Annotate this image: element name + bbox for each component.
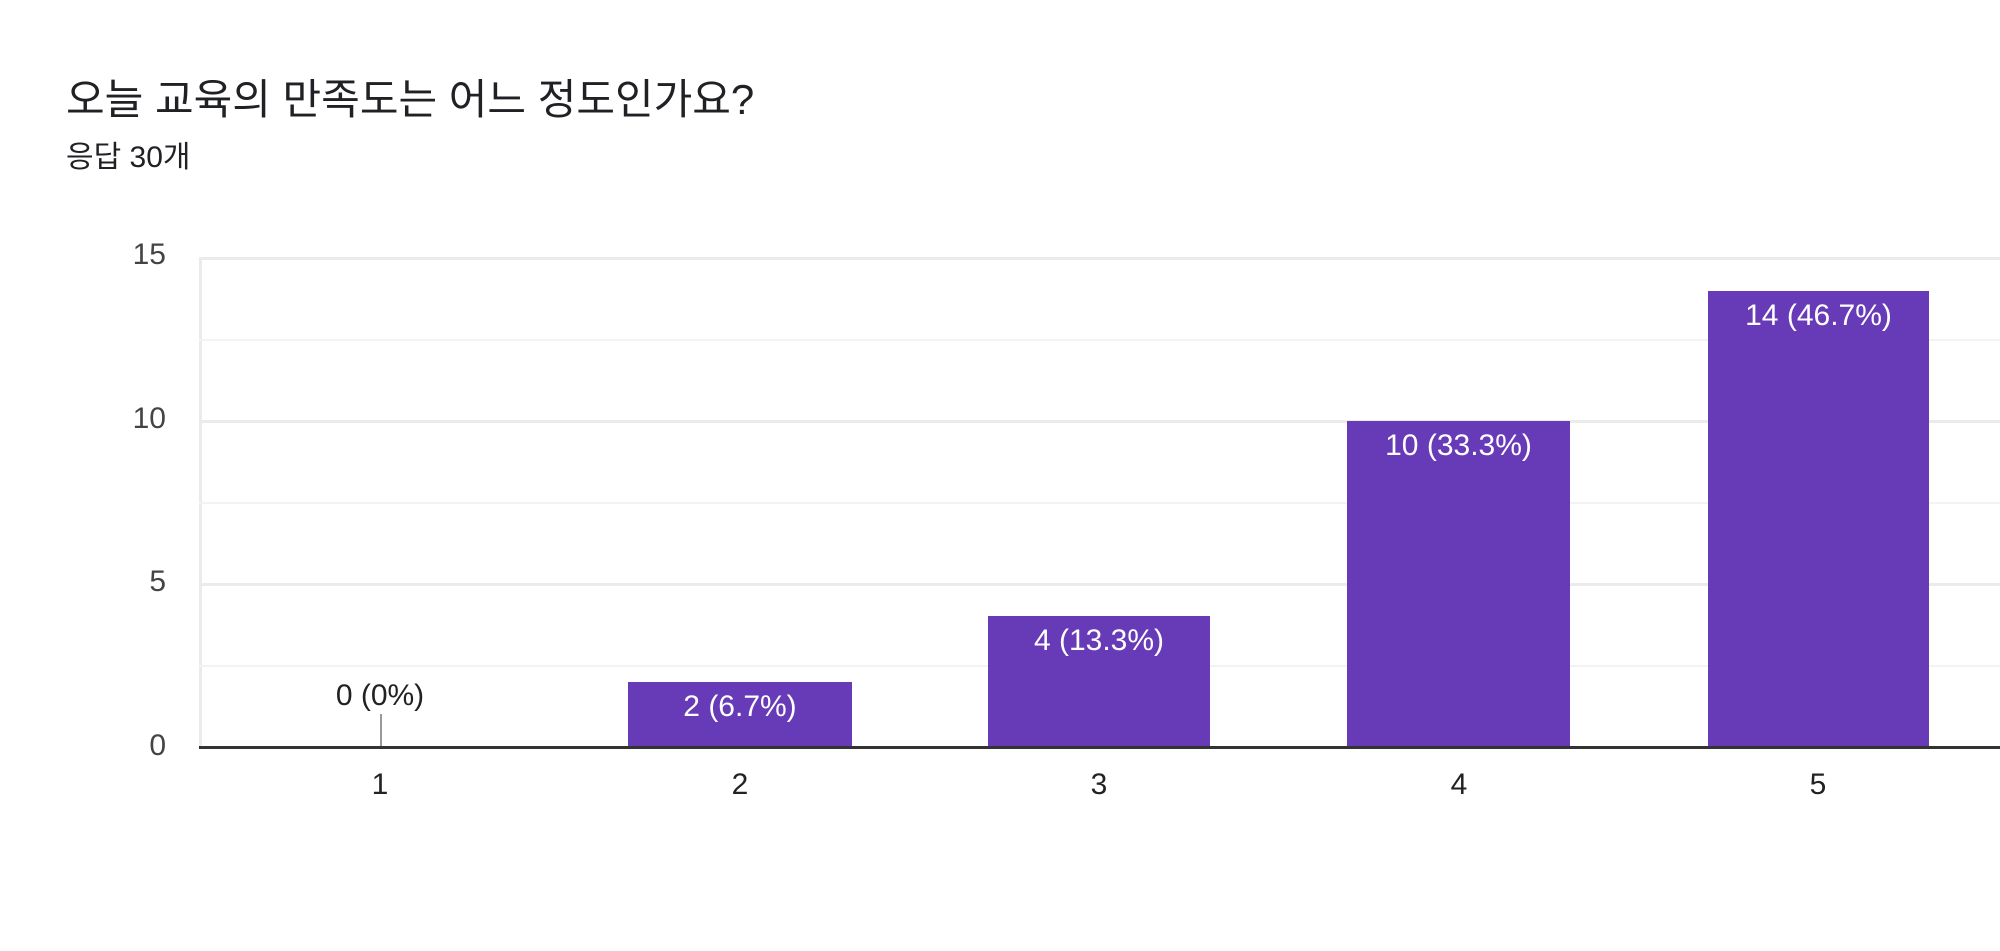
x-tick-1: 1 [371,768,389,801]
gridline-15 [199,257,2000,260]
bar-label-2: 2 (6.7%) [683,690,797,723]
bar-label-3: 4 (13.3%) [1033,624,1165,657]
bar-4[interactable]: 10 (33.3%) [1347,421,1570,747]
gridline-10 [199,420,2000,423]
bar-label-4: 10 (33.3%) [1385,429,1532,462]
gridline-5 [199,583,2000,586]
y-tick-15: 15 [132,238,166,271]
x-tick-2: 2 [731,768,749,801]
y-tick-0: 0 [149,729,166,762]
x-axis-baseline [199,746,2000,749]
y-tick-5: 5 [149,565,166,598]
question-title: 오늘 교육의 만족도는 어느 정도인가요? [66,76,755,123]
zero-value-marker [380,714,382,747]
bar-3[interactable]: 4 (13.3%) [988,616,1210,747]
gridline-minor [199,339,2000,341]
x-tick-4: 4 [1450,768,1468,801]
response-count: 응답 30개 [66,141,191,174]
bar-label-5: 14 (46.7%) [1745,299,1892,332]
bar-5[interactable]: 14 (46.7%) [1708,291,1929,747]
x-tick-5: 5 [1809,768,1827,801]
chart-plot-area: 0 (0%) 2 (6.7%) 4 (13.3%) 10 (33.3%) 14 … [199,257,2000,749]
x-tick-3: 3 [1090,768,1108,801]
gridline-minor [199,502,2000,504]
bar-2[interactable]: 2 (6.7%) [628,682,852,747]
y-tick-10: 10 [132,402,166,435]
bar-label-1: 0 (0%) [335,679,425,712]
